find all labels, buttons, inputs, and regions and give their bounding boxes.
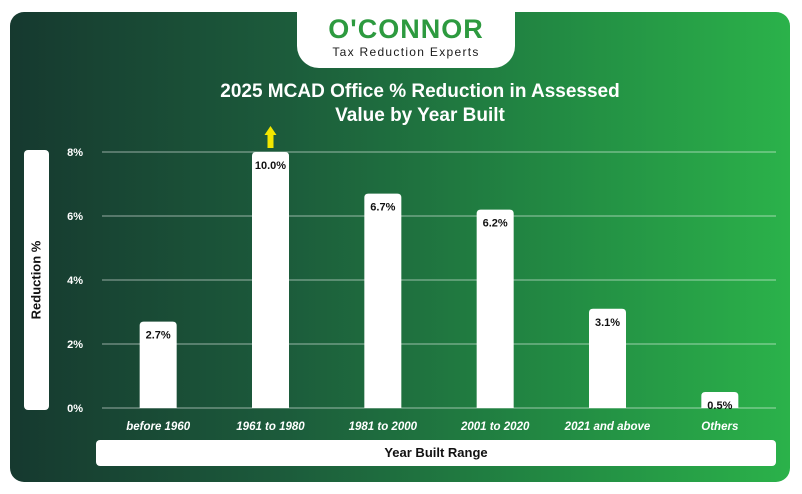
x-tick-label: 2001 to 2020 — [460, 421, 530, 433]
chart-title-line-1: 2025 MCAD Office % Reduction in Assessed — [220, 81, 620, 102]
bar — [701, 392, 739, 408]
chart-title: 2025 MCAD Office % Reduction in Assessed… — [170, 80, 670, 128]
y-axis-label-box — [24, 150, 49, 410]
data-label: 2.7% — [146, 330, 171, 342]
data-label: 0.5% — [707, 400, 732, 412]
data-label: 3.1% — [595, 317, 620, 329]
y-tick-label: 0% — [67, 403, 83, 415]
x-axis-label: Year Built Range — [96, 440, 776, 466]
overflow-arrow-icon — [264, 126, 277, 148]
x-tick-label: 1981 to 2000 — [349, 421, 418, 433]
data-label: 10.0% — [255, 160, 286, 172]
bar-chart-plot: 0% 2% 4% 6% 8% 2.7% before 1960 10.0% 1961 to 19… — [67, 126, 776, 433]
y-tick-label: 2% — [67, 339, 83, 351]
x-tick-label: before 1960 — [126, 421, 191, 433]
brand-logo: O'CONNOR — [328, 14, 484, 44]
y-tick-label: 6% — [67, 211, 83, 223]
x-tick-label: 2021 and above — [564, 421, 651, 433]
bar — [589, 308, 626, 408]
data-label: 6.2% — [483, 218, 508, 230]
x-tick-label: 1961 to 1980 — [236, 421, 305, 433]
bar — [252, 152, 289, 408]
logo-tab: O'CONNOR Tax Reduction Experts — [297, 12, 515, 68]
bar — [364, 193, 402, 408]
x-tick-label: Others — [701, 421, 738, 433]
chart-title-line-2: Value by Year Built — [335, 105, 505, 126]
bar — [476, 209, 514, 408]
y-tick-label: 4% — [67, 275, 83, 287]
bar — [139, 321, 177, 408]
brand-tagline: Tax Reduction Experts — [332, 45, 480, 59]
data-label: 6.7% — [370, 202, 395, 214]
y-tick-label: 8% — [67, 147, 83, 159]
chart-card: O'CONNOR Tax Reduction Experts 2025 MCAD… — [10, 12, 790, 482]
